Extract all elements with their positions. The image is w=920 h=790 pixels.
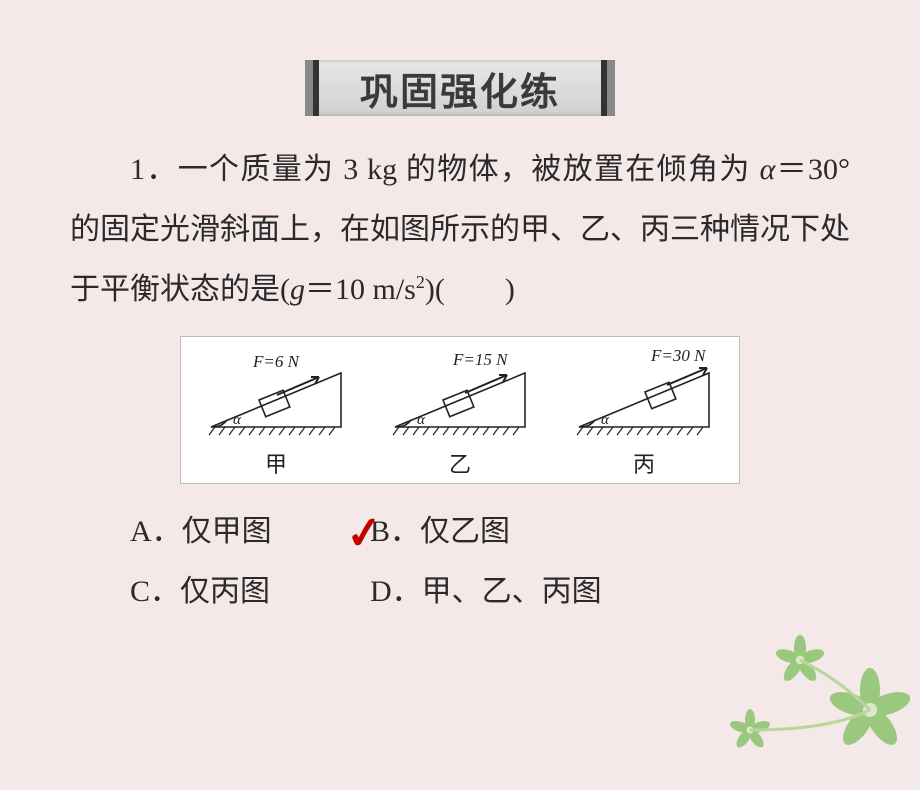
caption-1: 乙 [375,447,545,479]
caption-0: 甲 [191,447,361,479]
g-symbol: g [290,273,305,306]
option-a: A．仅甲图 [130,502,370,562]
angle-label-2: α [601,412,610,428]
force-label-1: F=15 N [452,350,509,369]
header-banner: 巩固强化练 [305,60,615,116]
force-label-2: F=30 N [650,346,707,365]
diagram-bing: F=30 N α 丙 [559,345,729,479]
header-title: 巩固强化练 [319,61,601,116]
caption-2: 丙 [559,447,729,479]
q-blank [445,273,505,306]
question-number: 1． [130,153,178,186]
q-close: ) [505,273,515,306]
diagram-jia: F=6 N α 甲 [191,345,361,479]
diagram-yi: F=15 N α 乙 [375,345,545,479]
g-eq: ＝10 m/s [305,273,416,306]
force-label-0: F=6 N [252,352,301,371]
option-d: D．甲、乙、丙图 [370,562,602,622]
diagram-container: F=6 N α 甲 [180,336,740,484]
option-c: C．仅丙图 [130,562,370,622]
angle-label-1: α [417,412,426,428]
question-text: 1．一个质量为 3 kg 的物体，被放置在倾角为 α＝30° 的固定光滑斜面上，… [0,116,920,330]
alpha-symbol: α [760,153,776,186]
q-part3: )( [425,273,445,306]
option-b: B．仅乙图 [370,502,510,562]
q-part1: 一个质量为 3 kg 的物体，被放置在倾角为 [178,153,760,186]
g-exp: 2 [416,272,425,292]
angle-label-0: α [233,412,242,428]
header-border-right [601,60,607,116]
alpha-eq: ＝30° [775,153,850,186]
flower-decoration [690,530,920,790]
